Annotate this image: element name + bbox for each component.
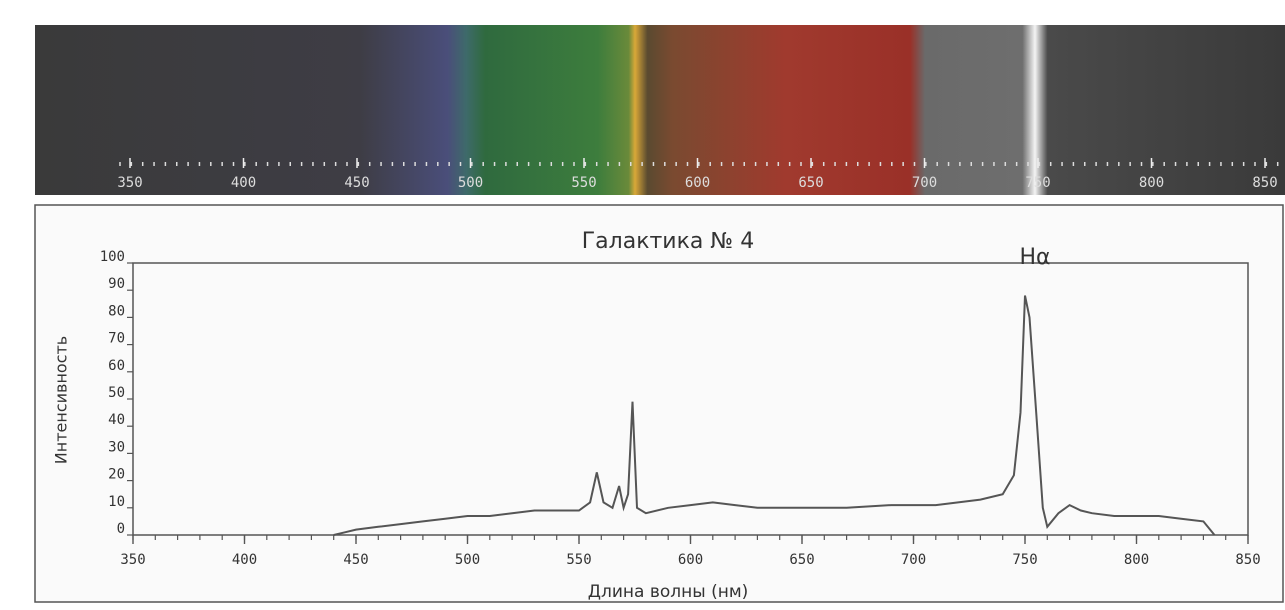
chart-title: Галактика № 4 [582, 229, 754, 254]
y-tick-label: 70 [108, 331, 125, 347]
y-tick-label: 100 [100, 249, 125, 265]
y-tick-label: 20 [108, 467, 125, 483]
spectrum-tick-label: 450 [344, 175, 369, 191]
spectrum-tick-label: 500 [458, 175, 483, 191]
plot: 0 10 20 30 40 50 60 70 80 90 100 350 400 450 500 550 600… [100, 249, 1261, 568]
x-tick-label: 450 [343, 552, 368, 568]
y-tick-label: 0 [117, 521, 125, 537]
x-tick-label: 700 [901, 552, 926, 568]
annotation: Hα [1019, 245, 1050, 270]
y-tick-label: 50 [108, 385, 125, 401]
x-axis-label: Длина волны (нм) [588, 582, 749, 602]
spectrum-tick-label: 800 [1139, 175, 1164, 191]
y-tick-label: 30 [108, 439, 125, 455]
spectrum-tick-label: 400 [231, 175, 256, 191]
y-tick-label: 90 [108, 276, 125, 292]
x-tick-label: 850 [1235, 552, 1260, 568]
x-tick-label: 550 [566, 552, 591, 568]
x-tick-label: 500 [455, 552, 480, 568]
x-tick-label: 650 [789, 552, 814, 568]
spectrum-tick-label: 700 [912, 175, 937, 191]
spectrum-line [333, 295, 1216, 536]
x-tick-label: 750 [1012, 552, 1037, 568]
spectrum-strip [35, 25, 1285, 195]
y-axis-label: Интенсивность [52, 336, 71, 464]
spectrum-tick-label: 650 [798, 175, 823, 191]
spectrum-tick-label: 550 [571, 175, 596, 191]
chart-panel [34, 204, 1284, 603]
spectrum-tick-label: 350 [117, 175, 142, 191]
y-tick-label: 40 [108, 412, 125, 428]
x-tick-label: 600 [678, 552, 703, 568]
x-tick-label: 800 [1124, 552, 1149, 568]
spectrum-tick-label: 850 [1252, 175, 1277, 191]
y-tick-label: 10 [108, 494, 125, 510]
x-tick-label: 350 [120, 552, 145, 568]
spectrum-tick-label: 600 [685, 175, 710, 191]
y-tick-label: 60 [108, 358, 125, 374]
spectrum-scale: 350 400 450 500 550 600 650 700 750 800 850 [117, 158, 1279, 191]
x-tick-label: 400 [232, 552, 257, 568]
spectrum-tick-label: 750 [1025, 175, 1050, 191]
y-tick-label: 80 [108, 303, 125, 319]
